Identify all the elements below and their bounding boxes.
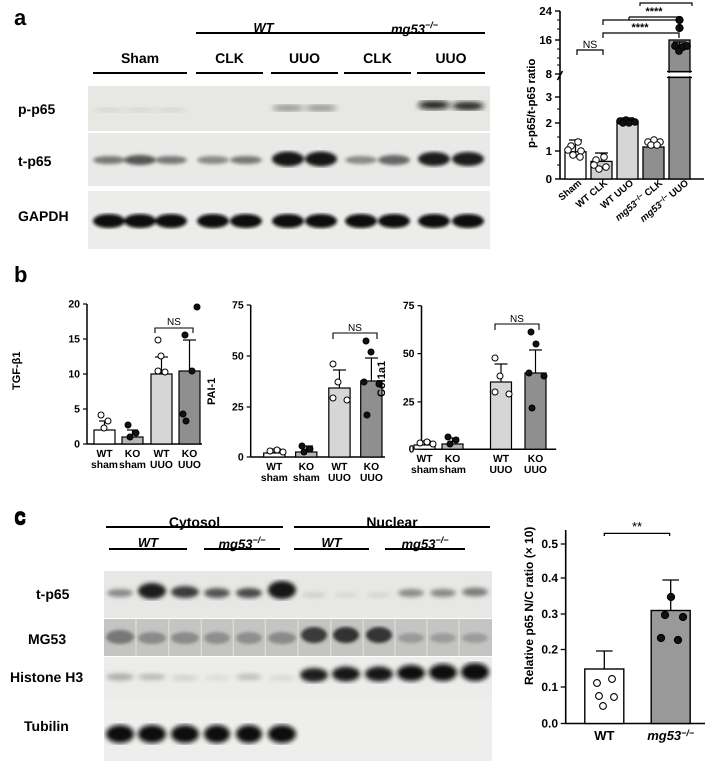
- svg-text:20: 20: [68, 299, 80, 311]
- svg-text:KO: KO: [364, 462, 379, 473]
- svg-text:16: 16: [539, 35, 552, 47]
- svg-text:KO: KO: [299, 462, 314, 473]
- svg-text:mg53−/− UUO: mg53−/− UUO: [638, 177, 692, 225]
- svg-text:UUO: UUO: [360, 473, 383, 484]
- svg-text:WT: WT: [266, 462, 283, 473]
- svg-text:NS: NS: [167, 317, 181, 328]
- svg-text:0.0: 0.0: [541, 717, 558, 731]
- svg-text:KO: KO: [125, 449, 140, 460]
- svg-text:50: 50: [232, 351, 244, 363]
- svg-text:KO: KO: [528, 454, 543, 465]
- svg-text:WT: WT: [493, 454, 510, 465]
- svg-text:Col1a1: Col1a1: [376, 361, 388, 397]
- svg-text:sham: sham: [261, 473, 288, 484]
- svg-text:3: 3: [546, 92, 552, 104]
- svg-text:WT: WT: [153, 449, 170, 460]
- svg-text:0.5: 0.5: [541, 537, 558, 551]
- svg-text:0.4: 0.4: [541, 571, 558, 585]
- svg-text:2: 2: [546, 118, 552, 130]
- svg-text:sham: sham: [293, 473, 320, 484]
- svg-text:****: ****: [657, 0, 675, 5]
- svg-text:Relative p65 N/C ratio (× 10): Relative p65 N/C ratio (× 10): [522, 527, 536, 685]
- svg-text:UUO: UUO: [490, 465, 513, 476]
- svg-text:TGF-β1: TGF-β1: [11, 352, 23, 391]
- svg-text:PAI-1: PAI-1: [206, 378, 218, 405]
- svg-text:p-p65/t-p65 ratio: p-p65/t-p65 ratio: [526, 59, 538, 148]
- svg-text:sham: sham: [411, 465, 438, 476]
- svg-text:WT: WT: [594, 728, 614, 743]
- svg-text:UUO: UUO: [178, 460, 201, 471]
- svg-text:0.1: 0.1: [541, 680, 558, 694]
- svg-text:0.3: 0.3: [541, 607, 558, 621]
- svg-text:NS: NS: [510, 314, 524, 325]
- svg-text:0: 0: [74, 439, 80, 451]
- svg-text:UUO: UUO: [524, 465, 547, 476]
- svg-text:**: **: [632, 519, 642, 534]
- svg-text:24: 24: [539, 6, 552, 18]
- svg-text:0.2: 0.2: [541, 643, 558, 657]
- svg-text:15: 15: [68, 334, 80, 346]
- svg-text:10: 10: [68, 369, 80, 381]
- svg-text:75: 75: [232, 300, 244, 312]
- svg-text:WT: WT: [331, 462, 348, 473]
- svg-text:KO: KO: [445, 454, 460, 465]
- svg-text:****: ****: [645, 6, 663, 18]
- svg-text:NS: NS: [348, 323, 362, 334]
- svg-text:WT: WT: [416, 454, 433, 465]
- svg-text:8: 8: [546, 69, 553, 81]
- svg-text:UUO: UUO: [328, 473, 351, 484]
- svg-text:WT: WT: [96, 449, 113, 460]
- svg-text:1: 1: [546, 146, 553, 158]
- svg-text:sham: sham: [91, 460, 118, 471]
- svg-text:****: ****: [631, 22, 649, 34]
- svg-text:mg53−/−: mg53−/−: [647, 728, 695, 743]
- svg-text:0: 0: [546, 174, 552, 186]
- svg-text:NS: NS: [583, 39, 598, 51]
- svg-text:75: 75: [403, 300, 415, 312]
- svg-text:KO: KO: [182, 449, 197, 460]
- svg-text:sham: sham: [439, 465, 466, 476]
- svg-text:UUO: UUO: [150, 460, 173, 471]
- svg-text:sham: sham: [119, 460, 146, 471]
- svg-text:50: 50: [403, 348, 415, 360]
- svg-text:25: 25: [232, 402, 244, 414]
- svg-text:5: 5: [74, 404, 80, 416]
- svg-text:0: 0: [238, 452, 244, 464]
- svg-text:25: 25: [403, 396, 415, 408]
